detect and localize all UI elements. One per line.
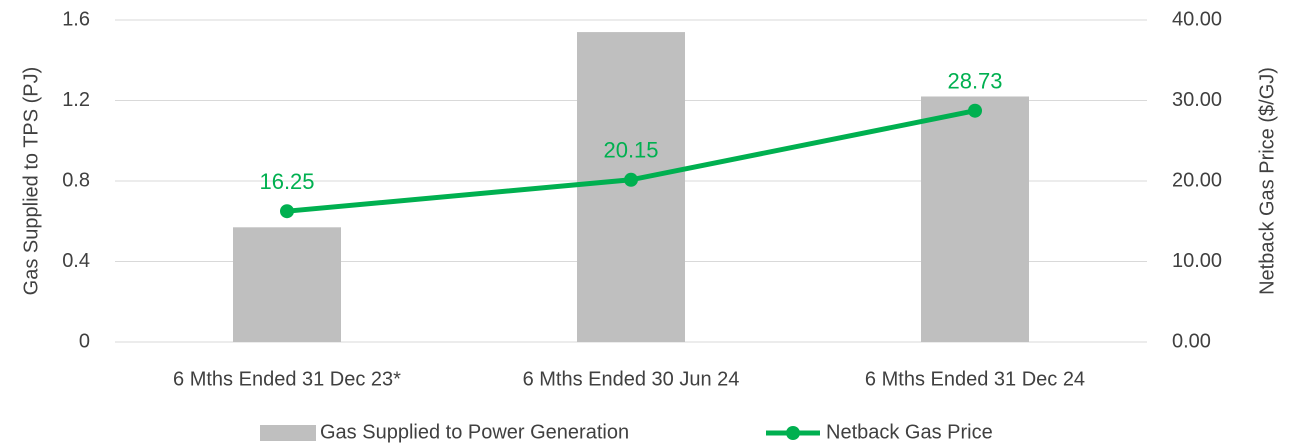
y-tick-label: 0.8 — [62, 169, 90, 191]
y2-tick-label: 0.00 — [1172, 330, 1211, 352]
x-tick-label: 6 Mths Ended 31 Dec 23* — [173, 368, 401, 390]
legend-label: Gas Supplied to Power Generation — [320, 421, 629, 443]
line-point — [624, 172, 638, 187]
y2-axis-label: Netback Gas Price ($/GJ) — [1256, 67, 1278, 295]
y-tick-label: 0 — [79, 330, 90, 352]
line-point — [968, 103, 982, 118]
data-label: 20.15 — [603, 138, 658, 163]
data-label: 16.25 — [259, 169, 314, 194]
y-tick-label: 1.2 — [62, 89, 90, 111]
line-point — [280, 204, 294, 219]
y-tick-label: 0.4 — [62, 250, 90, 272]
y2-tick-label: 40.00 — [1172, 8, 1222, 30]
x-tick-label: 6 Mths Ended 30 Jun 24 — [523, 368, 740, 390]
y2-tick-label: 10.00 — [1172, 250, 1222, 272]
y-tick-label: 1.6 — [62, 8, 90, 30]
legend-swatch — [786, 426, 800, 440]
data-label: 28.73 — [947, 69, 1002, 94]
bar — [921, 96, 1029, 342]
y-axis-label: Gas Supplied to TPS (PJ) — [20, 67, 42, 296]
x-tick-label: 6 Mths Ended 31 Dec 24 — [865, 368, 1085, 390]
bar — [233, 227, 341, 342]
legend-label: Netback Gas Price — [826, 421, 993, 443]
bar — [577, 32, 685, 342]
y2-tick-label: 30.00 — [1172, 89, 1222, 111]
y2-tick-label: 20.00 — [1172, 169, 1222, 191]
legend-swatch — [260, 425, 316, 441]
